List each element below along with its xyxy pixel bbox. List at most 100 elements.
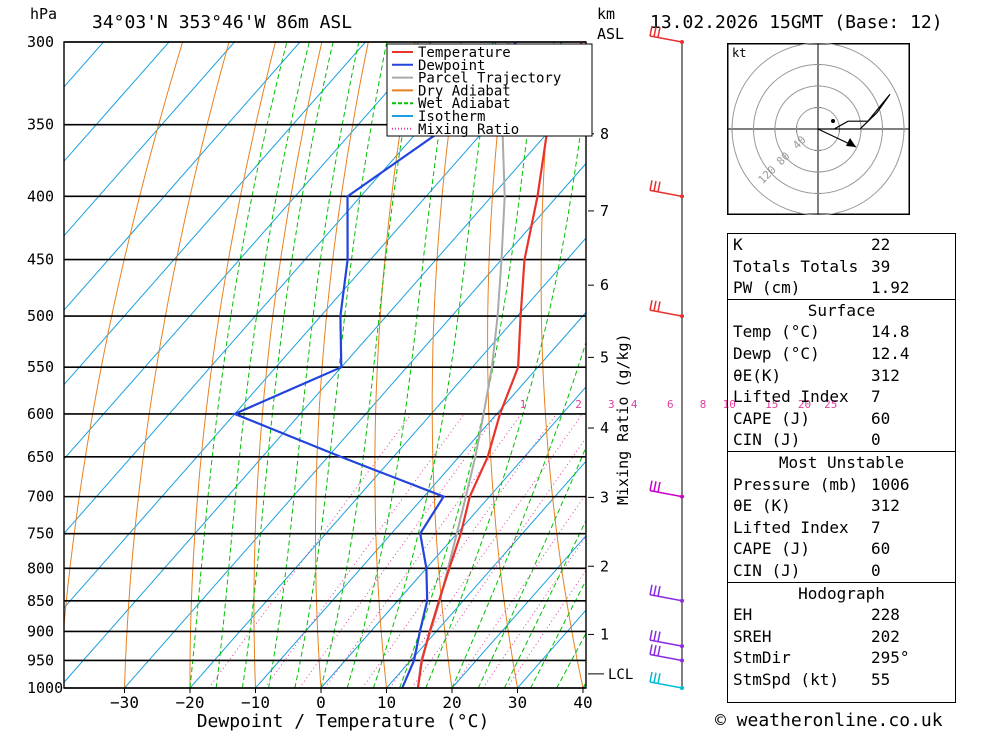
datetime-title: 13.02.2026 15GMT (Base: 12) — [650, 12, 943, 33]
x-tick-label: 40 — [573, 693, 592, 712]
isotherm-line — [124, 162, 586, 688]
pressure-tick-label: 950 — [27, 651, 54, 669]
wind-barb — [649, 299, 683, 317]
index-value: 0 — [871, 560, 881, 580]
isotherm-line — [64, 42, 301, 311]
index-label: K — [733, 235, 743, 254]
index-value: 0 — [871, 430, 881, 450]
mixing-ratio-line — [361, 413, 557, 688]
index-row: Totals Totals 39 — [728, 256, 955, 278]
index-row: θE (K) 312 — [728, 495, 955, 517]
pressure-tick-label: 450 — [27, 251, 54, 269]
isotherm-line — [64, 42, 366, 386]
index-value: 55 — [871, 669, 891, 689]
mixing-ratio-label: 25 — [824, 398, 837, 411]
wet-adiabat-line — [372, 42, 494, 688]
index-label: Dewp (°C) — [733, 343, 820, 363]
dry-adiabat-line — [124, 42, 230, 688]
x-axis-title: Dewpoint / Temperature (°C) — [197, 711, 490, 732]
x-tick-label: 20 — [442, 693, 461, 712]
index-label: Pressure (mb) — [733, 474, 859, 494]
index-row: SREH 202 — [728, 626, 955, 648]
index-row: Dewp (°C) 12.4 — [728, 343, 955, 365]
isotherm-line — [64, 88, 586, 684]
index-value: 60 — [871, 408, 891, 428]
isotherm-line — [386, 460, 586, 688]
pressure-tick-label: 800 — [27, 559, 54, 577]
pressure-tick-label: 600 — [27, 405, 54, 423]
isotherm-line — [64, 42, 497, 535]
mixing-ratio-line — [299, 413, 498, 688]
km-tick-label: 5 — [600, 348, 609, 366]
index-label: CIN (J) — [733, 560, 801, 580]
units-km-label: km — [597, 5, 616, 23]
mixing-ratio-label: 20 — [798, 398, 811, 411]
isotherm-line — [64, 42, 432, 460]
x-tick-label: 0 — [316, 693, 326, 712]
dewpoint-profile — [231, 42, 517, 688]
dry-adiabat-line — [972, 42, 1000, 688]
index-label: Temp (°C) — [733, 322, 820, 342]
isotherm-line — [451, 534, 586, 688]
credit-link[interactable]: © weatheronline.co.uk — [715, 710, 943, 731]
index-label: CAPE (J) — [733, 539, 811, 559]
index-label: CAPE (J) — [733, 408, 811, 428]
most-unstable-section: Most Unstable Pressure (mb) 1006 θE (K) 312… — [728, 450, 955, 582]
index-row: Pressure (mb) 1006 — [728, 474, 955, 496]
index-label: Lifted Index — [733, 517, 849, 537]
wet-adiabat-line — [215, 42, 310, 688]
index-value: 1.92 — [871, 278, 910, 298]
wind-barb — [649, 671, 683, 689]
wind-barb — [649, 630, 683, 647]
index-label: Totals Totals — [733, 256, 859, 276]
index-value: 60 — [871, 539, 891, 559]
legend-label: Parcel Trajectory — [418, 71, 561, 87]
dry-adiabat-line — [431, 42, 462, 688]
most-unstable-title: Most Unstable — [778, 452, 905, 472]
index-row: CIN (J) 0 — [728, 429, 955, 451]
index-value: 22 — [871, 235, 891, 254]
legend-label: Dry Adiabat — [418, 83, 511, 99]
mixing-ratio-title: Mixing Ratio (g/kg) — [614, 333, 632, 505]
index-row: Lifted Index 7 — [728, 386, 955, 408]
pressure-tick-label: 550 — [27, 358, 54, 376]
index-label: θE(K) — [733, 365, 782, 385]
hodograph-section: Hodograph EH 228 SREH 202 StmDir 295° StmSpd (… — [728, 581, 955, 691]
mixing-ratio-label: 6 — [667, 398, 674, 411]
index-value: 14.8 — [871, 322, 910, 342]
mixing-ratio-line — [264, 413, 465, 688]
isotherm-line — [64, 42, 170, 163]
index-row: Lifted Index 7 — [728, 517, 955, 539]
pressure-tick-label: 400 — [27, 187, 54, 205]
wet-adiabat-line — [477, 446, 586, 688]
mixing-ratio-label: 10 — [723, 398, 736, 411]
legend-label: Mixing Ratio — [418, 122, 519, 138]
index-row: CIN (J) 0 — [728, 560, 955, 582]
indices-top-section: K 22 Totals Totals 39 PW (cm) 1.92 — [728, 234, 955, 299]
surface-section: Surface Temp (°C) 14.8 Dewp (°C) 12.4 θE(K) 3… — [728, 298, 955, 451]
mixing-ratio-label: 1 — [520, 398, 527, 411]
mixing-ratio-line — [506, 569, 586, 688]
km-tick-label: 4 — [600, 419, 609, 437]
legend-box — [386, 43, 593, 137]
index-row: K 22 — [728, 234, 955, 256]
wet-adiabat-line — [530, 579, 586, 688]
surface-title: Surface — [807, 300, 876, 320]
pressure-tick-label: 500 — [27, 307, 54, 325]
index-row: PW (cm) 1.92 — [728, 277, 955, 299]
isotherm-line — [64, 42, 235, 237]
hodo-ring — [753, 64, 883, 194]
dry-adiabat-line — [189, 42, 276, 688]
wind-barb — [649, 25, 683, 43]
mixing-ratio-label: 4 — [631, 398, 638, 411]
index-value: 312 — [871, 496, 900, 516]
index-value: 7 — [871, 517, 881, 537]
hodograph-title: Hodograph — [798, 583, 885, 603]
legend-label: Dewpoint — [418, 58, 485, 74]
wind-barb — [649, 180, 683, 198]
lcl-label: LCL — [608, 667, 633, 683]
index-label: Lifted Index — [733, 387, 849, 407]
index-label: θE (K) — [733, 496, 791, 516]
km-tick-label: 7 — [600, 202, 609, 220]
